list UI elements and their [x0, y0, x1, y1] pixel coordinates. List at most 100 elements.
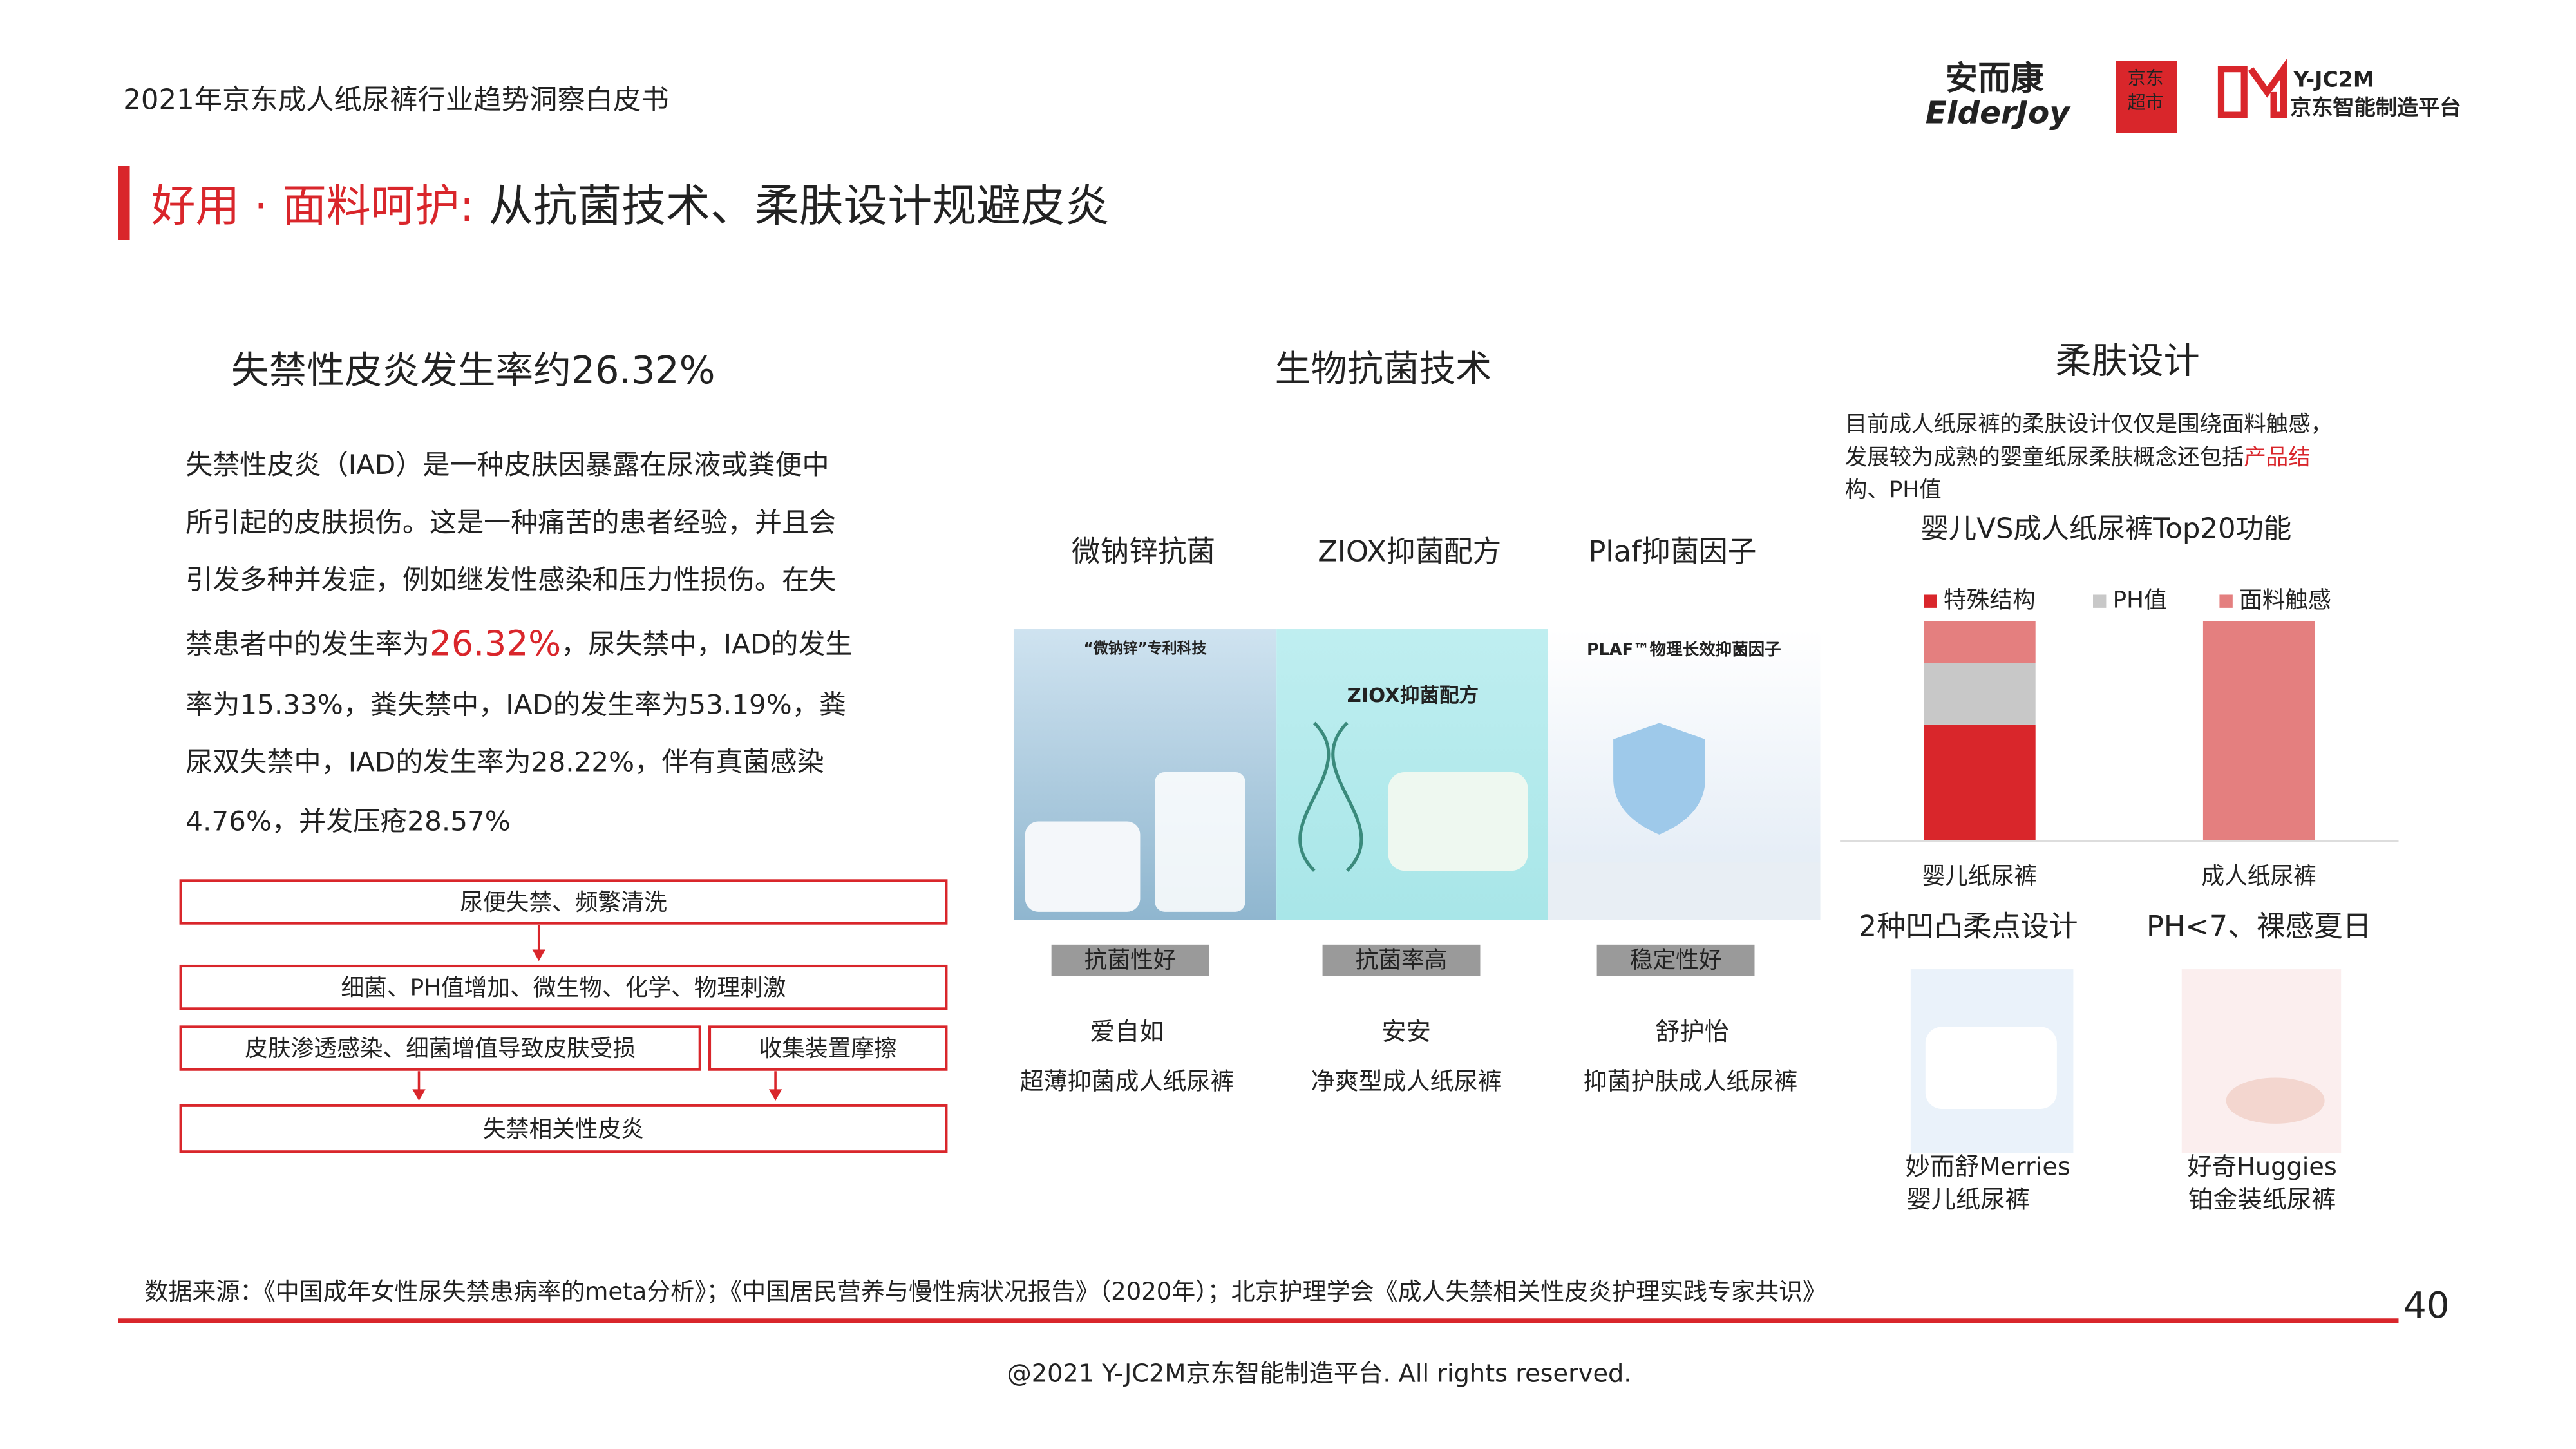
feature: Plaf抑菌因子 — [1589, 535, 1757, 569]
baby-graphic — [2226, 1077, 2325, 1124]
feature: ZIOX抑菌配方 — [1318, 535, 1501, 569]
bar-segment — [1924, 621, 2036, 663]
product-name: 超薄抑菌成人纸尿裤 — [1020, 1068, 1235, 1095]
flow-label: 皮肤渗透感染、细菌增值导致皮肤受损 — [245, 1036, 636, 1062]
tag: 抗菌性好 — [1084, 947, 1177, 973]
image-text: PLAF™物理长效抑菌因子 — [1587, 640, 1781, 659]
paragraph-line: 失禁性皮炎（IAD）是一种皮肤因暴露在尿液或粪便中 — [185, 449, 829, 480]
middle-heading: 生物抗菌技术 — [1275, 348, 1492, 390]
left-heading: 失禁性皮炎发生率约26.32% — [231, 348, 715, 392]
tag-box — [1051, 944, 1209, 976]
product-image — [2181, 969, 2342, 1153]
flow-box — [179, 1025, 701, 1071]
flow-box — [179, 964, 948, 1010]
right-desc-highlight: 产品结 — [2244, 444, 2310, 470]
feature-title: 2种凹凸柔点设计 — [1859, 909, 2078, 943]
paragraph-highlight: 26.32% — [430, 623, 561, 663]
title-highlight: 好用 · 面料呵护: — [151, 180, 475, 232]
image-text: “微钠锌”专利科技 — [1084, 639, 1207, 657]
product-diaper — [1388, 772, 1528, 871]
bar-segment — [2202, 621, 2315, 842]
right-desc-highlight: 构、PH值 — [1845, 477, 1942, 503]
flow-label: 收集装置摩擦 — [759, 1036, 897, 1062]
tag-box — [1596, 944, 1755, 976]
x-tick-label: 成人纸尿裤 — [2201, 863, 2316, 889]
product-diaper — [1925, 1027, 2057, 1109]
flow-arrowhead — [768, 1089, 782, 1101]
paragraph: 失禁性皮炎（IAD）是一种皮肤因暴露在尿液或粪便中所引起的皮肤损伤。这是一种痛苦… — [185, 449, 852, 837]
jd-logo-box — [2116, 61, 2177, 133]
shield-graphic — [1613, 723, 1705, 835]
product-diaper — [1025, 821, 1141, 912]
dna-graphic — [1298, 721, 1363, 872]
tag: 抗菌率高 — [1356, 947, 1448, 973]
image-text: ZIOX抑菌配方 — [1347, 684, 1479, 707]
flow-chart: 尿便失禁、频繁清洗 细菌、PH值增加、微生物、化学、物理刺激 皮肤渗透感染、细菌… — [179, 879, 948, 1153]
product-name: 抑菌护肤成人纸尿裤 — [1584, 1068, 1798, 1095]
brand: 安安 — [1381, 1018, 1430, 1046]
product-name: 净爽型成人纸尿裤 — [1311, 1068, 1502, 1095]
brand: 舒护怡 — [1655, 1018, 1729, 1046]
flow-arrowhead — [412, 1089, 426, 1101]
jd-logo: 超市 — [2128, 92, 2164, 113]
flow-box — [179, 1104, 948, 1153]
flow-label: 细菌、PH值增加、微生物、化学、物理刺激 — [341, 975, 786, 1001]
logo-cn: 安而康 — [1945, 60, 2043, 98]
product-pack — [1155, 772, 1245, 912]
header-title: 2021年京东成人纸尿裤行业趋势洞察白皮书 — [123, 84, 668, 117]
right-desc-text: 发展较为成熟的婴童纸尿柔肤概念还包括 — [1845, 444, 2244, 470]
tag-box — [1322, 944, 1481, 976]
right-heading: 柔肤设计 — [2055, 340, 2199, 382]
bar-segment — [1924, 663, 2036, 724]
bar-segment — [1924, 724, 2036, 842]
paragraph-line: 尿双失禁中，IAD的发生率为28.22%，伴有真菌感染 — [185, 746, 824, 778]
section-title: 好用 · 面料呵护: 从抗菌技术、柔肤设计规避皮炎 — [151, 180, 1110, 232]
paragraph-line: 率为15.33%，粪失禁中，IAD的发生率为53.19%，粪 — [185, 688, 846, 720]
legend-swatch — [2219, 594, 2233, 608]
brand: 好奇Huggies — [2188, 1152, 2337, 1181]
product-name: 婴儿纸尿裤 — [1906, 1185, 2029, 1214]
copyright: @2021 Y-JC2M京东智能制造平台. All rights reserve… — [1007, 1359, 1632, 1388]
source: 数据来源：《中国成年女性尿失禁患病率的meta分析》；《中国居民营养与慢性病状况… — [144, 1278, 1826, 1305]
paragraph-text: ，尿失禁中，IAD的发生 — [561, 628, 852, 659]
flow-box — [179, 879, 948, 925]
product-name: 铂金装纸尿裤 — [2188, 1185, 2336, 1214]
legend-swatch — [2093, 594, 2107, 608]
feature-title: PH<7、裸感夏日 — [2146, 909, 2371, 943]
legend-label: 面料触感 — [2239, 587, 2331, 614]
paragraph-line: 引发多种并发症，例如继发性感染和压力性损伤。在失 — [185, 564, 836, 596]
right-desc: 目前成人纸尿裤的柔肤设计仅仅是围绕面料触感， — [1845, 412, 2333, 437]
legend-swatch — [1924, 594, 1937, 608]
paragraph-text: 禁患者中的发生率为 — [185, 628, 430, 659]
platform-name: 京东智能制造平台 — [2290, 95, 2461, 120]
x-tick-label: 婴儿纸尿裤 — [1922, 863, 2038, 889]
paragraph-line: 4.76%，并发压疮28.57% — [185, 806, 511, 837]
brand: 爱自如 — [1090, 1018, 1164, 1046]
feature: 微钠锌抗菌 — [1072, 535, 1215, 569]
fabric-graphic — [1548, 862, 1821, 920]
tag: 稳定性好 — [1630, 947, 1722, 973]
paragraph-line: 禁患者中的发生率为26.32%，尿失禁中，IAD的发生 — [185, 623, 852, 663]
legend-label: 特殊结构 — [1944, 587, 2036, 614]
flow-label: 尿便失禁、频繁清洗 — [460, 889, 667, 916]
title-rest: 从抗菌技术、柔肤设计规避皮炎 — [475, 180, 1110, 232]
platform-icon — [2217, 59, 2287, 118]
brand: 妙而舒Merries — [1906, 1152, 2070, 1181]
flow-label: 失禁相关性皮炎 — [483, 1116, 644, 1142]
page-number: 40 — [2403, 1285, 2449, 1327]
platform-logo: Y-JC2M — [2293, 67, 2374, 92]
paragraph-line: 所引起的皮肤损伤。这是一种痛苦的患者经验，并且会 — [185, 506, 836, 538]
flow-arrowhead — [532, 949, 545, 961]
title-bar — [118, 166, 130, 240]
chart-title: 婴儿VS成人纸尿裤Top20功能 — [1921, 513, 2292, 545]
logo-en: ElderJoy — [1926, 95, 2071, 131]
jd-logo: 京东 — [2128, 67, 2164, 88]
right-desc: 发展较为成熟的婴童纸尿柔肤概念还包括产品结 — [1845, 444, 2311, 470]
flow-box — [708, 1025, 948, 1071]
legend-label: PH值 — [2113, 587, 2167, 614]
